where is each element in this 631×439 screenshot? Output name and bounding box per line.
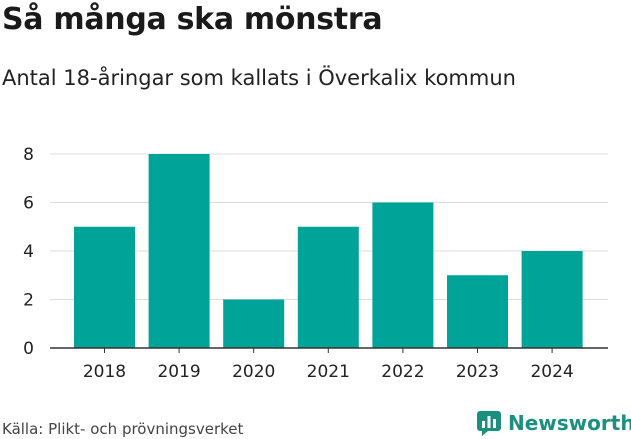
- x-tick-label-2021: 2021: [307, 362, 350, 382]
- bar-2023[interactable]: [447, 275, 508, 348]
- x-tick-label-2022: 2022: [381, 362, 424, 382]
- bar-chart: 0 2 4 6 8 2018 2019 2020 2021 2022 2023 2024: [23, 145, 608, 382]
- y-tick-label-8: 8: [23, 145, 34, 165]
- x-tick-label-2018: 2018: [83, 362, 126, 382]
- chart-subtitle: Antal 18-åringar som kallats i Överkalix…: [2, 66, 516, 90]
- y-tick-label-6: 6: [23, 194, 34, 214]
- x-axis-ticks: [104, 348, 553, 353]
- x-tick-label-2023: 2023: [456, 362, 499, 382]
- brand-logo[interactable]: Newsworthy: [476, 408, 631, 438]
- bar-2022[interactable]: [372, 202, 434, 349]
- newsworthy-logo-icon: [477, 411, 501, 436]
- bar-2018[interactable]: [74, 226, 135, 348]
- x-axis-tick-labels: 2018 2019 2020 2021 2022 2023 2024: [83, 362, 574, 382]
- y-tick-label-2: 2: [23, 291, 34, 311]
- brand-name: Newsworthy: [508, 411, 631, 435]
- y-tick-label-4: 4: [23, 242, 34, 262]
- bar-2021[interactable]: [297, 226, 359, 348]
- y-tick-label-0: 0: [23, 339, 34, 359]
- bar-2024[interactable]: [521, 251, 583, 348]
- chart-title: Så många ska mönstra: [2, 2, 383, 37]
- x-tick-label-2020: 2020: [232, 362, 275, 382]
- y-axis-tick-labels: 0 2 4 6 8: [23, 145, 34, 359]
- x-tick-label-2024: 2024: [530, 362, 573, 382]
- bar-2019[interactable]: [148, 154, 210, 348]
- x-tick-label-2019: 2019: [157, 362, 200, 382]
- source-note: Källa: Plikt- och prövningsverket: [2, 420, 244, 438]
- bars: [74, 154, 583, 348]
- bar-2020[interactable]: [223, 299, 285, 349]
